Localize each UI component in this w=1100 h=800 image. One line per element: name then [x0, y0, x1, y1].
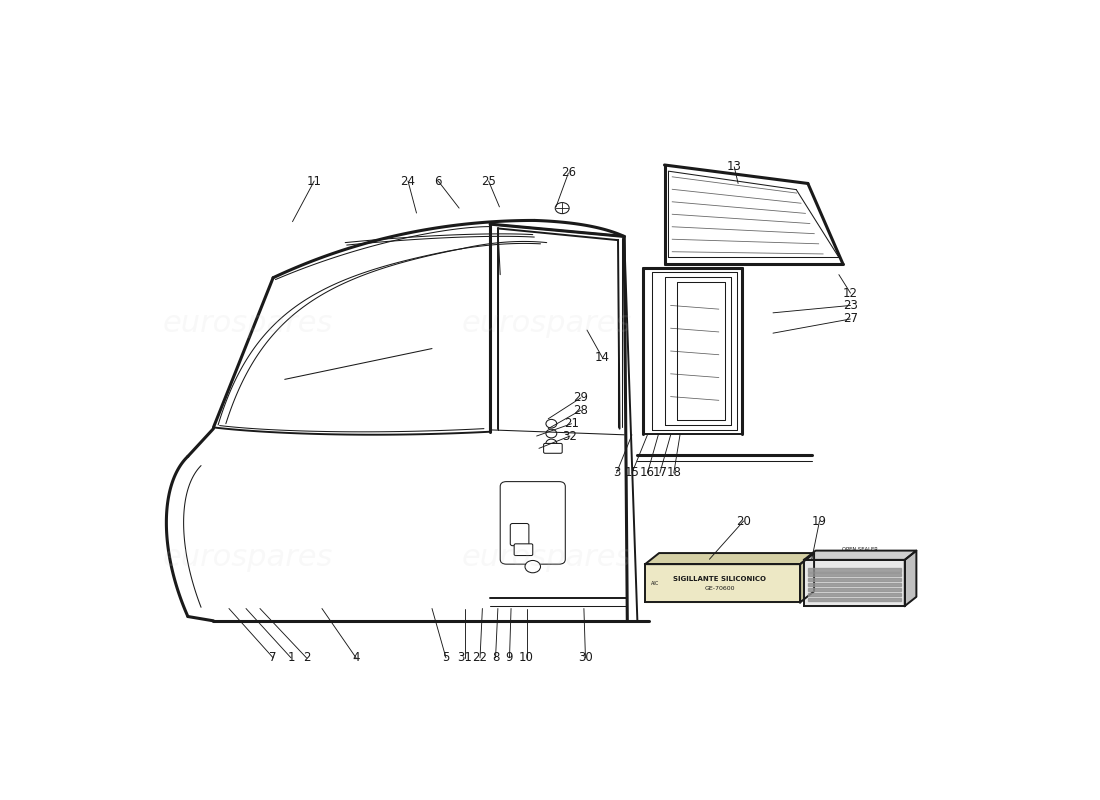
Circle shape — [546, 439, 557, 448]
FancyBboxPatch shape — [510, 523, 529, 546]
Text: 20: 20 — [736, 514, 751, 527]
Text: 5: 5 — [442, 651, 450, 664]
Text: 11: 11 — [307, 174, 321, 187]
Text: 23: 23 — [843, 299, 858, 312]
Text: 18: 18 — [667, 466, 681, 479]
Polygon shape — [807, 569, 901, 571]
Text: 4: 4 — [352, 651, 360, 664]
Text: 2: 2 — [302, 651, 310, 664]
Polygon shape — [804, 560, 904, 606]
Polygon shape — [645, 564, 800, 602]
Text: 30: 30 — [579, 651, 593, 664]
Text: eurospares: eurospares — [462, 543, 631, 573]
Polygon shape — [807, 574, 901, 577]
Text: eurospares: eurospares — [163, 543, 333, 573]
Text: SIGILLANTE SILICONICO: SIGILLANTE SILICONICO — [673, 576, 766, 582]
Polygon shape — [807, 583, 901, 586]
FancyBboxPatch shape — [543, 443, 562, 454]
Text: 15: 15 — [625, 466, 639, 479]
Text: OPEN SEALER: OPEN SEALER — [843, 546, 878, 551]
Polygon shape — [804, 550, 916, 560]
Text: 3: 3 — [613, 466, 620, 479]
Text: 7: 7 — [270, 651, 277, 664]
Circle shape — [546, 419, 557, 428]
Text: AIC: AIC — [651, 581, 660, 586]
Circle shape — [546, 430, 557, 438]
Text: 12: 12 — [843, 286, 858, 300]
Text: 24: 24 — [400, 174, 416, 187]
Text: 28: 28 — [573, 404, 588, 417]
Circle shape — [525, 561, 540, 573]
Text: 27: 27 — [843, 313, 858, 326]
Text: GE-70600: GE-70600 — [704, 586, 735, 591]
Text: 6: 6 — [434, 174, 442, 187]
Text: 17: 17 — [652, 466, 668, 479]
Text: 26: 26 — [561, 166, 576, 179]
Text: 31: 31 — [458, 651, 472, 664]
Text: 21: 21 — [564, 418, 579, 430]
Text: 14: 14 — [595, 351, 610, 364]
Text: 13: 13 — [727, 160, 741, 174]
Polygon shape — [645, 553, 814, 564]
Polygon shape — [807, 593, 901, 596]
Text: 1: 1 — [287, 651, 295, 664]
FancyBboxPatch shape — [500, 482, 565, 564]
Text: 32: 32 — [562, 430, 578, 442]
Text: 9: 9 — [506, 651, 514, 664]
Text: 19: 19 — [812, 514, 827, 527]
Text: 16: 16 — [640, 466, 654, 479]
Polygon shape — [807, 588, 901, 591]
Polygon shape — [807, 578, 901, 582]
Text: eurospares: eurospares — [163, 310, 333, 338]
Text: 10: 10 — [519, 651, 534, 664]
Text: eurospares: eurospares — [462, 310, 631, 338]
Polygon shape — [807, 598, 901, 601]
Text: 25: 25 — [481, 174, 496, 187]
Text: 8: 8 — [492, 651, 499, 664]
Text: 29: 29 — [573, 391, 588, 404]
Text: 22: 22 — [473, 651, 487, 664]
Polygon shape — [800, 553, 814, 602]
Polygon shape — [904, 550, 916, 606]
Circle shape — [556, 202, 569, 214]
FancyBboxPatch shape — [514, 544, 532, 555]
